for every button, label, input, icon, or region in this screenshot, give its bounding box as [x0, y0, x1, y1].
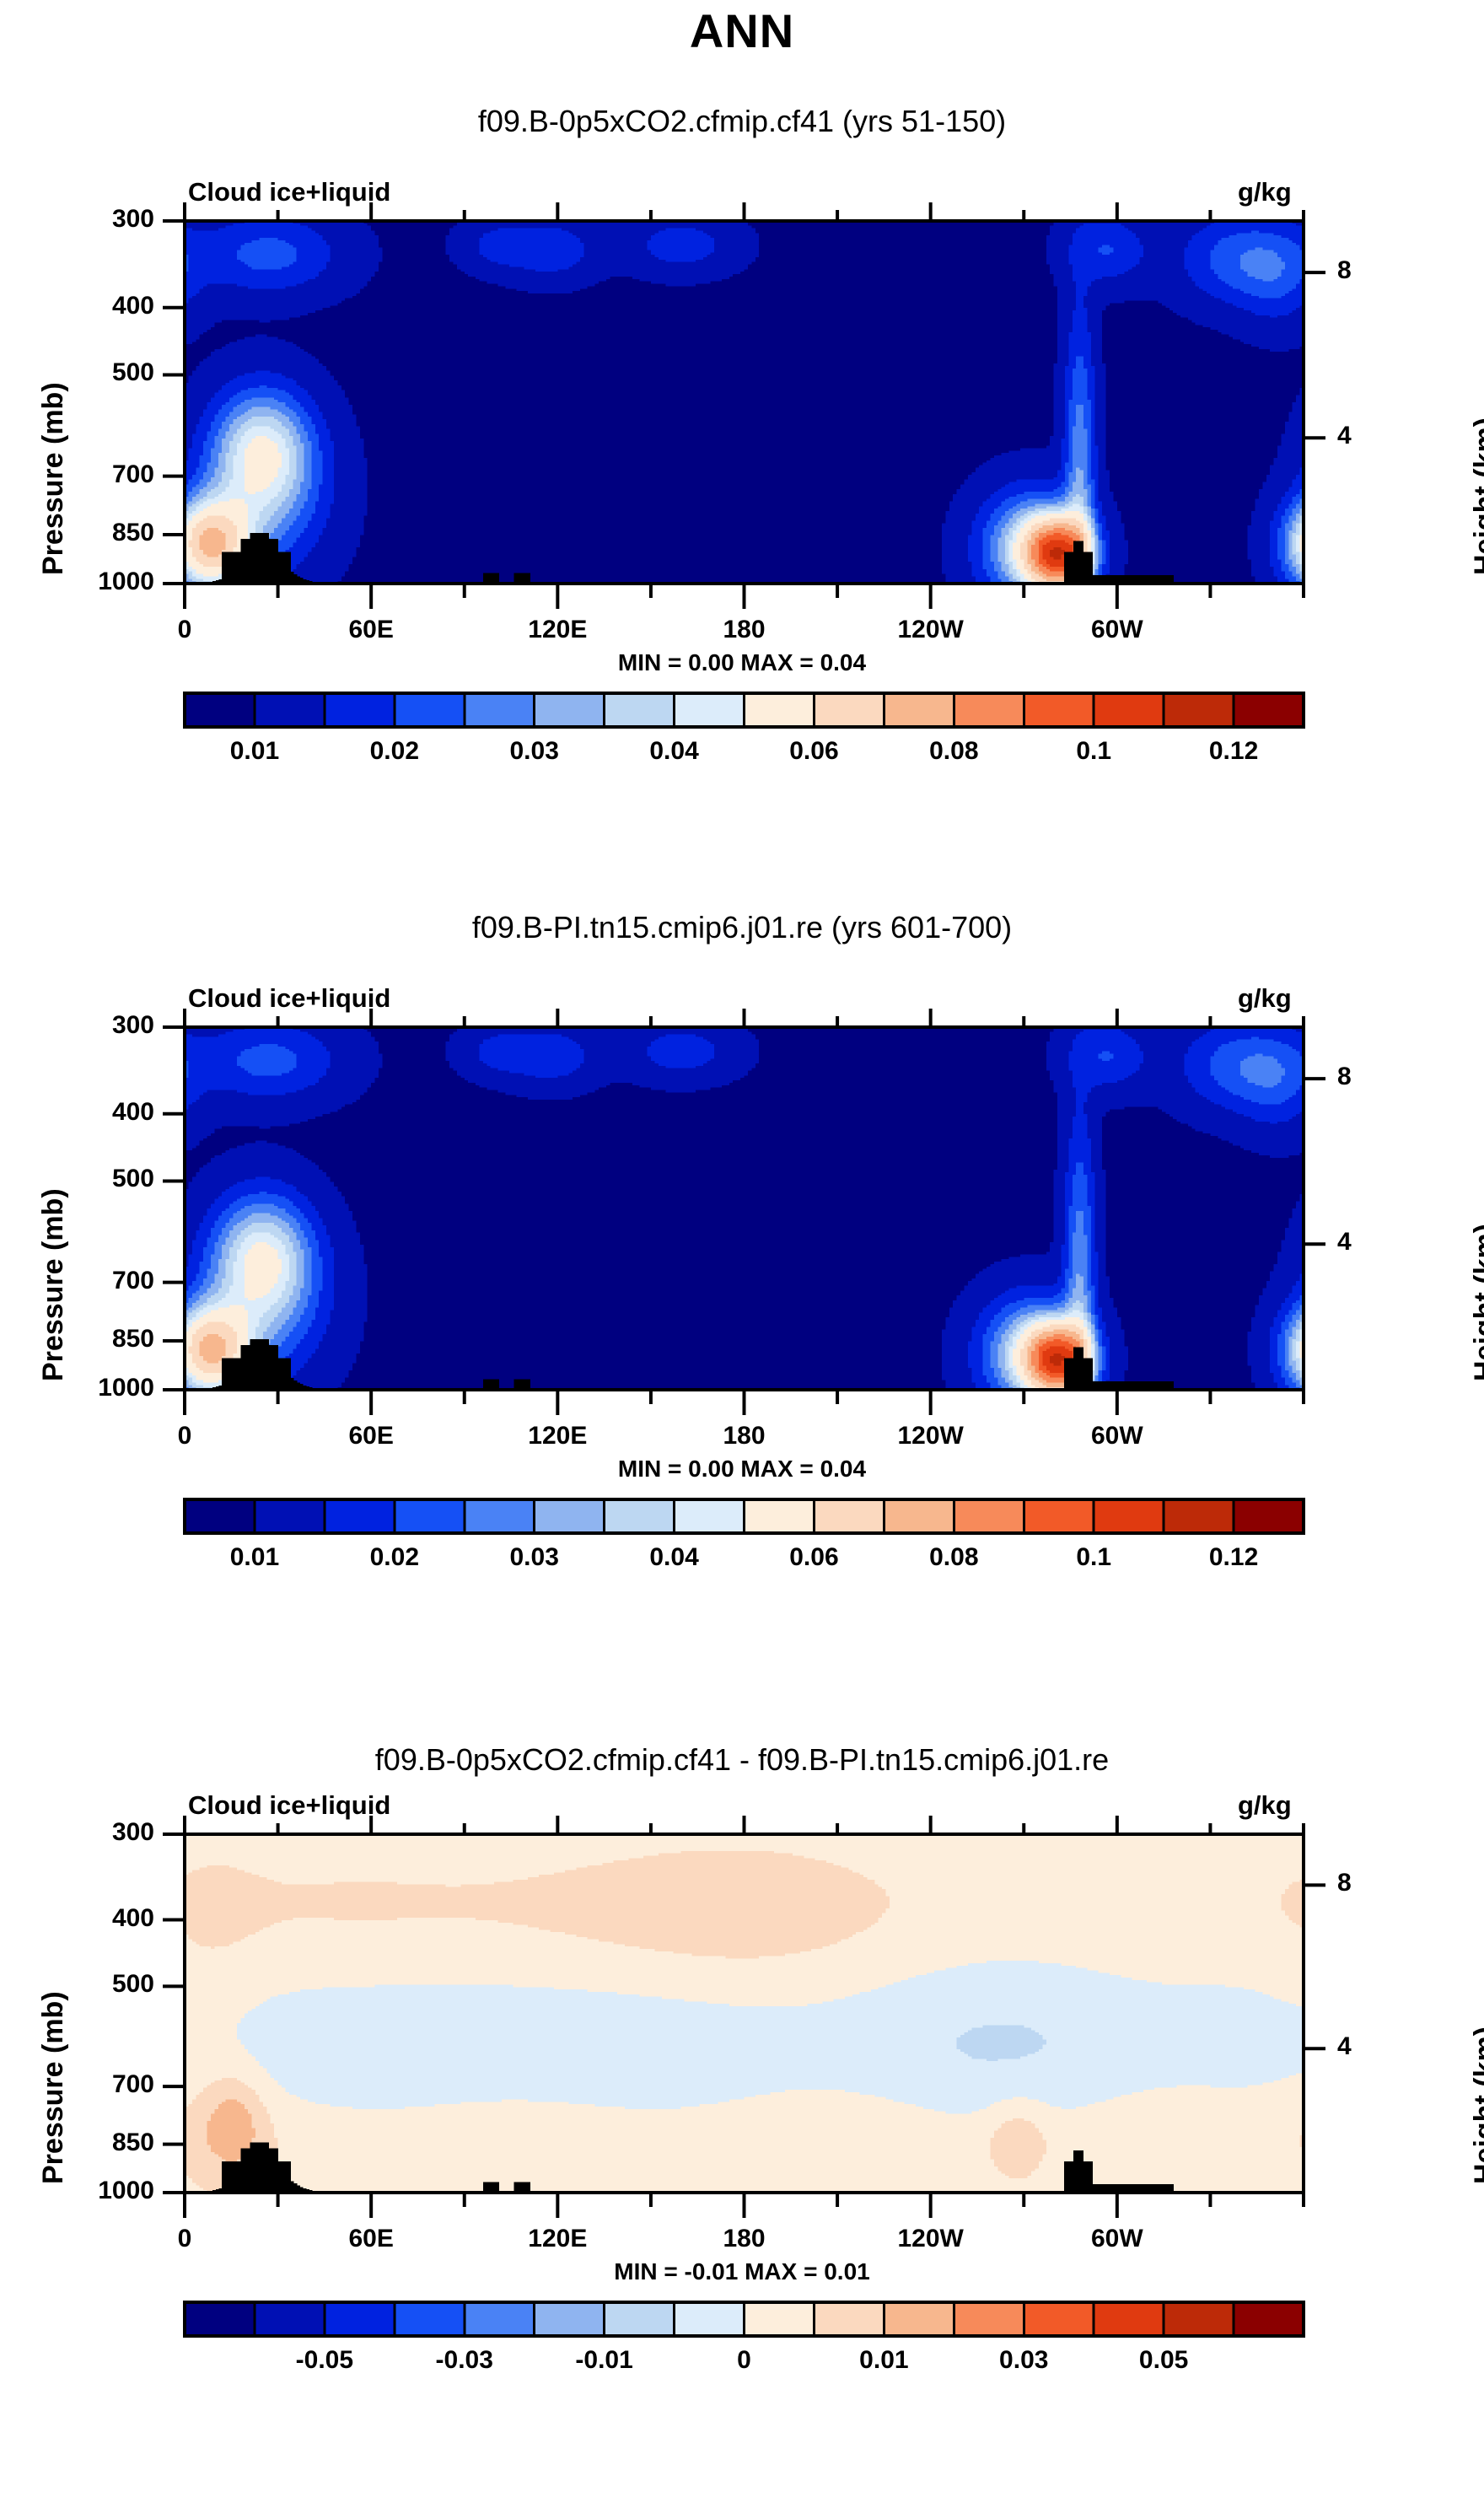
colorbar-tick-label: 0.01 — [859, 2346, 909, 2374]
y-tick-label: 300 — [111, 205, 154, 233]
colorbar — [183, 2301, 1305, 2338]
variable-label: Cloud ice+liquid — [188, 1790, 391, 1820]
y-tick-label: 850 — [111, 2128, 154, 2156]
y-tick-label: 700 — [111, 2070, 154, 2099]
x-tick-label: 60E — [348, 616, 394, 643]
panel-title: f09.B-PI.tn15.cmip6.j01.re (yrs 601-700) — [471, 910, 1013, 945]
y-tick-label: 300 — [111, 1011, 154, 1039]
y-tick-label: 1000 — [98, 1374, 154, 1402]
colorbar-tick-label: 0.08 — [929, 1543, 979, 1571]
x-tick-label: 120W — [897, 2225, 964, 2252]
y-tick-label-right: 4 — [1337, 2032, 1352, 2061]
x-tick-label: 180 — [723, 2225, 766, 2252]
panel-title: f09.B-0p5xCO2.cfmip.cf41 - f09.B-PI.tn15… — [374, 1742, 1110, 1777]
colorbar-tick-label: 0.08 — [929, 737, 979, 765]
colorbar-tick-label: 0.02 — [369, 737, 419, 765]
colorbar-tick-label: 0.01 — [229, 1543, 280, 1571]
x-tick-label: 120E — [528, 1422, 588, 1450]
colorbar-tick-label: 0.03 — [999, 2346, 1049, 2374]
x-tick-label: 60E — [348, 2225, 394, 2252]
colorbar-tick-label: -0.01 — [575, 2346, 633, 2374]
colorbar-tick-label: 0.06 — [789, 737, 839, 765]
figure-title: ANN — [689, 4, 795, 57]
unit-label: g/kg — [1238, 1790, 1292, 1820]
colorbar-tick-label: 0.12 — [1208, 737, 1259, 765]
colorbar-tick-label: 0.12 — [1208, 1543, 1259, 1571]
colorbar — [183, 692, 1305, 729]
minmax-annotation: MIN = -0.01 MAX = 0.01 — [614, 2258, 870, 2285]
plot-canvas — [163, 202, 1325, 609]
colorbar-tick-label: 0.03 — [509, 1543, 559, 1571]
y-tick-label-right: 4 — [1337, 422, 1352, 450]
y-tick-label: 850 — [111, 518, 154, 546]
y-axis-title-right: Height (km) — [1469, 1224, 1484, 1381]
x-tick-label: 120W — [897, 616, 964, 643]
x-tick-label: 60W — [1090, 2225, 1143, 2252]
y-axis-title-right: Height (km) — [1469, 2026, 1484, 2184]
y-tick-label: 700 — [111, 460, 154, 488]
y-tick-label-right: 4 — [1337, 1228, 1352, 1257]
x-tick-label: 120E — [528, 616, 588, 643]
colorbar-tick-label: 0.03 — [509, 737, 559, 765]
x-tick-label: 120W — [897, 1422, 964, 1450]
y-tick-label-right: 8 — [1337, 1063, 1352, 1091]
x-tick-label: 180 — [723, 616, 766, 643]
plot-canvas — [163, 1816, 1325, 2218]
panel-title: f09.B-0p5xCO2.cfmip.cf41 (yrs 51-150) — [477, 104, 1007, 138]
colorbar-tick-label: 0.04 — [649, 1543, 699, 1571]
y-tick-label: 850 — [111, 1324, 154, 1353]
y-tick-label: 400 — [111, 291, 154, 320]
minmax-annotation: MIN = 0.00 MAX = 0.04 — [617, 1456, 867, 1482]
x-tick-label: 120E — [528, 2225, 588, 2252]
y-tick-label: 400 — [111, 1903, 154, 1932]
colorbar-tick-label: 0.1 — [1076, 1543, 1112, 1571]
y-tick-label-right: 8 — [1337, 256, 1352, 285]
y-tick-label: 1000 — [98, 568, 154, 595]
colorbar-tick-label: 0.01 — [229, 737, 280, 765]
y-tick-label-right: 8 — [1337, 1869, 1352, 1897]
colorbar — [183, 1498, 1305, 1535]
x-tick-label: 60W — [1090, 1422, 1143, 1450]
colorbar-tick-label: 0.06 — [789, 1543, 839, 1571]
x-tick-label: 0 — [177, 616, 192, 643]
x-tick-label: 60E — [348, 1422, 394, 1450]
minmax-annotation: MIN = 0.00 MAX = 0.04 — [617, 649, 867, 675]
y-tick-label: 500 — [111, 358, 154, 387]
x-tick-label: 60W — [1090, 616, 1143, 643]
x-tick-label: 0 — [177, 2225, 192, 2252]
y-tick-label: 1000 — [98, 2177, 154, 2204]
variable-label: Cloud ice+liquid — [188, 983, 391, 1013]
colorbar-tick-label: 0.02 — [369, 1543, 419, 1571]
colorbar-tick-label: 0 — [737, 2346, 751, 2374]
y-tick-label: 300 — [111, 1818, 154, 1846]
x-tick-label: 0 — [177, 1422, 192, 1450]
colorbar-tick-label: -0.05 — [295, 2346, 354, 2374]
y-tick-label: 400 — [111, 1097, 154, 1126]
colorbar-tick-label: 0.04 — [649, 737, 699, 765]
plot-canvas — [163, 1009, 1325, 1415]
y-tick-label: 500 — [111, 1165, 154, 1193]
y-tick-label: 500 — [111, 1970, 154, 1999]
colorbar-tick-label: -0.03 — [435, 2346, 493, 2374]
y-axis-title-right: Height (km) — [1469, 417, 1484, 575]
y-tick-label: 700 — [111, 1266, 154, 1294]
colorbar-tick-label: 0.1 — [1076, 737, 1112, 765]
x-tick-label: 180 — [723, 1422, 766, 1450]
variable-label: Cloud ice+liquid — [188, 177, 391, 207]
colorbar-tick-label: 0.05 — [1138, 2346, 1189, 2374]
unit-label: g/kg — [1238, 177, 1292, 207]
unit-label: g/kg — [1238, 983, 1292, 1013]
